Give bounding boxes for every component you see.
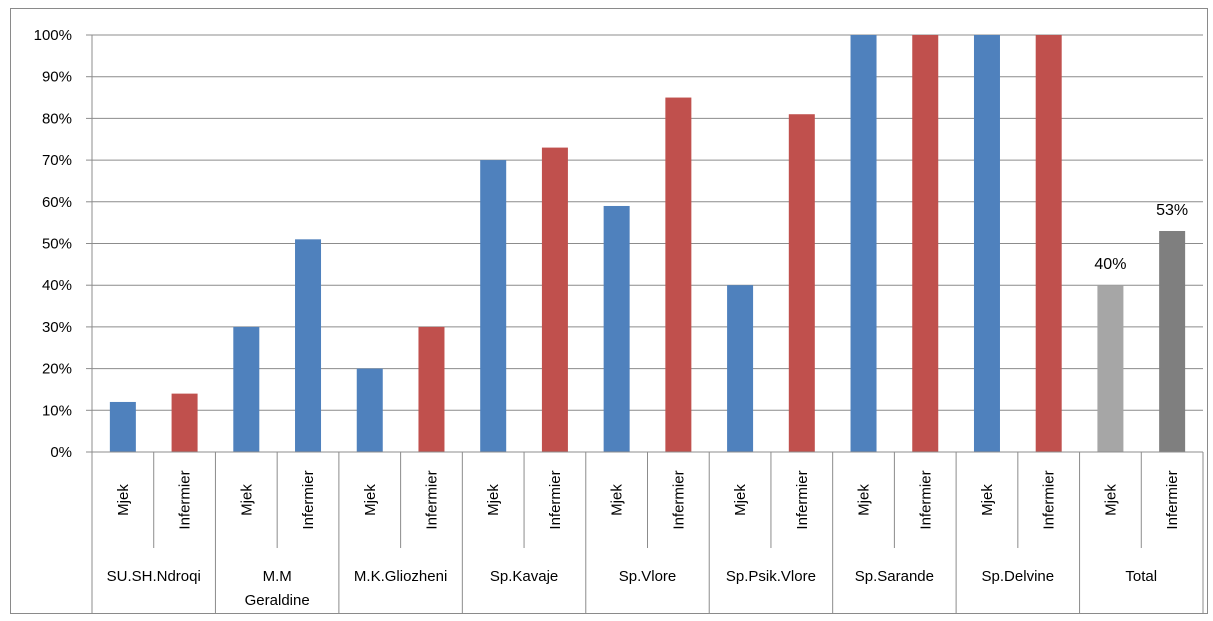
- bar: [295, 239, 322, 452]
- x-subcategory-label: Infermier: [670, 470, 687, 529]
- data-label: 53%: [1156, 202, 1188, 219]
- bar: [727, 285, 754, 452]
- bar: [1035, 35, 1062, 452]
- y-tick-label: 60%: [42, 194, 72, 211]
- data-label: 40%: [1094, 256, 1126, 273]
- x-subcategory-label: Mjek: [362, 484, 379, 516]
- bar: [541, 147, 568, 452]
- y-tick-label: 0%: [50, 444, 72, 461]
- x-group-label: M.M Geraldine: [245, 568, 310, 609]
- x-subcategory-label: Mjek: [856, 484, 873, 516]
- x-group-label: Sp.Vlore: [619, 568, 677, 585]
- labels: 0% 10% 20% 30% 40% 50% 60% 70% 80% 90% 100% Mjek Inf…: [34, 27, 1189, 609]
- bar: [171, 393, 198, 452]
- bar: [973, 35, 1000, 452]
- bar: [233, 326, 260, 452]
- x-group-label: Sp.Psik.Vlore: [726, 568, 816, 585]
- y-tick-label: 20%: [42, 361, 72, 378]
- x-subcategory-label: Infermier: [794, 470, 811, 529]
- y-tick-label: 40%: [42, 277, 72, 294]
- y-tick-label: 50%: [42, 236, 72, 253]
- axes: [86, 34, 1204, 614]
- bar: [1097, 285, 1124, 452]
- x-group-label: SU.SH.Ndroqi: [107, 568, 201, 585]
- x-subcategory-label: Infermier: [300, 470, 317, 529]
- bar: [788, 114, 815, 452]
- x-subcategory-label: Infermier: [1164, 470, 1181, 529]
- x-group-label: Sp.Sarande: [855, 568, 934, 585]
- x-subcategory-label: Infermier: [547, 470, 564, 529]
- bar: [850, 35, 877, 452]
- bar: [356, 368, 383, 452]
- x-group-label: Total: [1125, 568, 1157, 585]
- x-subcategory-label: Infermier: [917, 470, 934, 529]
- x-group-label: M.K.Gliozheni: [354, 568, 447, 585]
- x-subcategory-label: Infermier: [177, 470, 194, 529]
- x-subcategory-label: Mjek: [732, 484, 749, 516]
- y-tick-label: 30%: [42, 319, 72, 336]
- x-subcategory-label: Infermier: [1041, 470, 1058, 529]
- x-subcategory-label: Mjek: [1102, 484, 1119, 516]
- bar: [480, 160, 507, 452]
- x-subcategory-label: Infermier: [423, 470, 440, 529]
- x-subcategory-label: Mjek: [238, 484, 255, 516]
- y-tick-label: 100%: [34, 27, 72, 44]
- x-subcategory-label: Mjek: [115, 484, 132, 516]
- bar: [603, 205, 630, 452]
- y-tick-label: 10%: [42, 402, 72, 419]
- x-subcategory-label: Mjek: [609, 484, 626, 516]
- bar: [665, 97, 692, 453]
- bar: [418, 326, 445, 452]
- y-tick-label: 80%: [42, 110, 72, 127]
- y-tick-label: 90%: [42, 69, 72, 86]
- bar: [1159, 230, 1186, 452]
- x-subcategory-label: Mjek: [485, 484, 502, 516]
- bar: [912, 35, 939, 452]
- x-subcategory-label: Mjek: [979, 484, 996, 516]
- x-group-label: Sp.Kavaje: [490, 568, 558, 585]
- bars: [109, 35, 1186, 453]
- x-group-label: Sp.Delvine: [982, 568, 1055, 585]
- y-tick-label: 70%: [42, 152, 72, 169]
- bar: [109, 401, 136, 452]
